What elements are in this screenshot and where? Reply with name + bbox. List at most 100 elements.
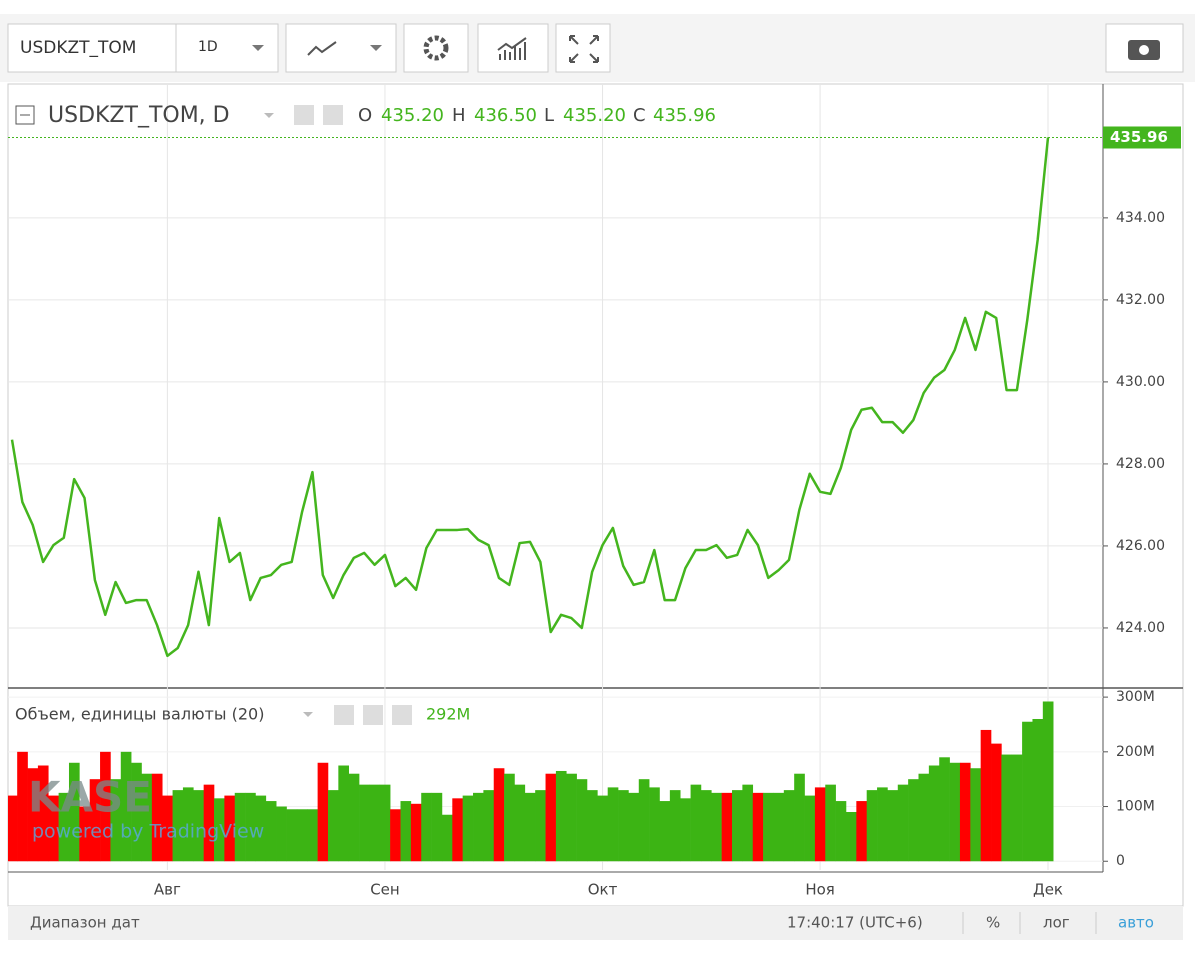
volume-bar — [586, 790, 598, 862]
volume-bar — [804, 795, 816, 862]
volume-bar — [234, 792, 246, 862]
camera-lens — [1137, 43, 1151, 57]
volume-bar — [628, 792, 640, 862]
indicators-icon — [497, 37, 527, 60]
log-toggle[interactable]: лог — [1043, 914, 1070, 932]
volume-bar — [690, 784, 702, 862]
dropdown-arrow — [252, 45, 264, 51]
interval: 1D — [198, 39, 218, 55]
x-tick-label: Ноя — [805, 881, 834, 899]
volume-bar — [773, 792, 785, 862]
volume-bar — [669, 790, 681, 862]
volume-bar — [441, 814, 453, 862]
volume-bar — [338, 765, 349, 862]
volume-bar — [359, 784, 370, 862]
volume-bar — [566, 773, 577, 862]
volume-bar — [928, 765, 940, 862]
volume-bar — [877, 787, 888, 862]
percent-toggle[interactable]: % — [986, 914, 1000, 932]
volume-bar — [296, 809, 308, 862]
volume-bar — [379, 784, 391, 862]
clock: 17:40:17 (UTC+6) — [787, 914, 923, 932]
volume-bar — [307, 809, 318, 862]
volume-bar — [27, 768, 39, 862]
volume-bar — [732, 790, 743, 862]
volume-bar — [120, 751, 132, 862]
volume-bar — [897, 784, 909, 862]
volume-bar — [431, 792, 443, 862]
volume-bar — [48, 795, 59, 862]
volume-bar — [276, 806, 287, 862]
volume-bar — [980, 729, 992, 862]
volume-bar — [711, 792, 722, 862]
price-line — [10, 137, 1050, 658]
interval-button[interactable] — [175, 23, 279, 73]
legend-o: 435.20 — [381, 105, 444, 126]
volume-bar — [700, 790, 712, 862]
auto-toggle[interactable]: авто — [1118, 914, 1154, 932]
y-tick-label: 200M — [1116, 744, 1155, 760]
legend-l-label: L — [544, 105, 554, 126]
footer — [8, 906, 1183, 940]
volume-bar — [37, 765, 49, 862]
settings-button[interactable] — [403, 23, 469, 73]
volume-bar — [949, 762, 961, 862]
y-tick-label: 432.00 — [1116, 292, 1165, 308]
legend-l: 435.20 — [563, 105, 626, 126]
volume-bar — [908, 779, 919, 862]
volume-bar — [991, 743, 1002, 862]
legend-o-label: O — [358, 105, 372, 126]
legend-dropdown — [264, 113, 274, 118]
volume-bar — [68, 762, 80, 862]
volume-bar — [286, 809, 298, 862]
volume-bar — [193, 790, 204, 862]
volume-bar — [1001, 754, 1013, 862]
volume-bar — [1022, 721, 1033, 862]
fullscreen-button[interactable] — [555, 23, 611, 73]
symbol-button[interactable] — [7, 23, 177, 73]
volume-bar — [638, 779, 650, 862]
volume-bar — [493, 768, 505, 862]
volume-legend-value: 292M — [426, 705, 470, 724]
y-tick-label: 426.00 — [1116, 538, 1165, 554]
volume-bar — [369, 784, 381, 862]
volume-bar — [680, 798, 691, 862]
volume-bar — [1042, 701, 1054, 862]
volume-bar — [659, 801, 671, 862]
legend-c-label: C — [633, 105, 646, 126]
volume-bar — [89, 779, 101, 862]
volume-bar — [576, 779, 588, 862]
y-tick-label: 0 — [1116, 853, 1125, 869]
volume-bar — [462, 795, 474, 862]
volume-bar — [597, 795, 608, 862]
volume-bar — [835, 801, 847, 862]
volume-bar — [265, 801, 277, 862]
watermark-brand: KASE — [28, 773, 152, 822]
volume-bar — [1011, 754, 1023, 862]
volume-legend-icon — [363, 705, 383, 725]
dropdown-arrow — [370, 45, 382, 51]
volume-bar — [555, 770, 567, 862]
volume-bar — [131, 762, 142, 862]
volume-bar — [535, 790, 546, 862]
volume-bar — [245, 792, 256, 862]
legend-h: 436.50 — [474, 105, 537, 126]
date-range[interactable]: Диапазон дат — [30, 914, 140, 932]
legend-gear — [323, 105, 343, 125]
volume-bar — [390, 809, 401, 862]
y-tick-label: 428.00 — [1116, 456, 1165, 472]
volume-bar — [400, 801, 412, 862]
volume-bar — [618, 790, 629, 862]
volume-bar — [224, 795, 236, 862]
fullscreen-icon — [569, 35, 599, 63]
volume-bar — [856, 801, 867, 862]
volume-bar — [959, 762, 971, 862]
last-price-tag — [1103, 126, 1181, 149]
chart-style-button[interactable] — [285, 23, 397, 73]
volume-bar — [970, 768, 981, 862]
volume-legend-icon — [392, 705, 412, 725]
y-tick-label: 430.00 — [1116, 374, 1165, 390]
volume-bar — [514, 784, 526, 862]
volume-bar — [845, 812, 857, 862]
